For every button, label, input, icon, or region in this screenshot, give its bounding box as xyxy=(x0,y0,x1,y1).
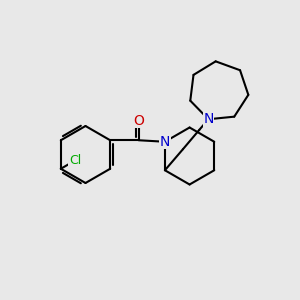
Text: N: N xyxy=(203,112,214,126)
Text: N: N xyxy=(160,135,170,149)
Text: N: N xyxy=(160,135,170,149)
Text: N: N xyxy=(203,112,214,126)
Text: O: O xyxy=(133,114,144,128)
Text: Cl: Cl xyxy=(69,154,81,167)
